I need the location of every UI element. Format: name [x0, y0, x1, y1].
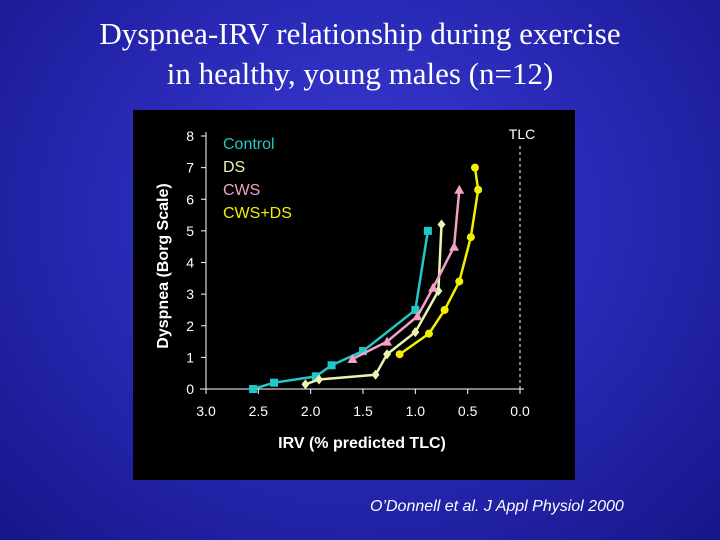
x-tick-label: 1.5	[353, 403, 373, 419]
x-tick-label: 1.0	[406, 403, 426, 419]
y-tick-label: 2	[186, 318, 194, 334]
data-point-control	[311, 372, 320, 381]
chart-panel	[133, 110, 575, 480]
data-point-ds	[301, 379, 310, 390]
data-point-cws-ds	[474, 185, 483, 194]
series-line-ds	[305, 224, 443, 386]
data-point-cws	[428, 282, 439, 292]
y-tick-label: 0	[186, 381, 194, 397]
x-tick-label: 0.5	[458, 403, 478, 419]
data-point-control	[249, 385, 258, 393]
data-point-cws	[382, 336, 393, 346]
x-tick-label: 2.0	[301, 403, 321, 419]
data-point-control	[359, 347, 367, 356]
legend-label-cws-ds: CWS+DS	[223, 205, 292, 222]
series-line-cws	[351, 189, 461, 361]
data-point-cws	[347, 353, 358, 363]
slide-title-line1: Dyspnea-IRV relationship during exercise	[99, 16, 621, 51]
legend-label-cws: CWS	[223, 182, 260, 199]
data-point-cws-ds	[455, 277, 464, 286]
y-tick-label: 7	[186, 160, 194, 176]
data-point-ds	[371, 369, 380, 380]
data-point-cws-ds	[424, 329, 433, 338]
series-line-control	[252, 230, 430, 391]
slide-title: Dyspnea-IRV relationship during exercise…	[0, 14, 720, 94]
data-point-ds	[411, 327, 420, 338]
citation: O’Donnell et al. J Appl Physiol 2000	[370, 498, 624, 515]
data-point-control	[411, 305, 420, 314]
data-point-control	[327, 361, 336, 370]
data-point-ds	[315, 374, 324, 385]
y-axis-label: Dyspnea (Borg Scale)	[155, 183, 172, 348]
data-point-cws	[412, 311, 423, 321]
y-tick-label: 1	[186, 349, 194, 365]
x-tick-label: 2.5	[249, 403, 269, 419]
y-tick-label: 8	[186, 128, 194, 144]
y-tick-label: 3	[186, 286, 194, 302]
y-tick-label: 4	[186, 255, 194, 271]
data-point-ds	[383, 349, 392, 360]
data-point-cws	[449, 241, 460, 251]
tlc-label: TLC	[509, 126, 535, 142]
data-point-cws-ds	[395, 350, 404, 359]
data-point-cws	[454, 184, 465, 194]
data-point-ds	[437, 219, 446, 230]
data-point-control	[423, 226, 432, 235]
x-axis-label: IRV (% predicted TLC)	[278, 435, 446, 452]
data-point-control	[270, 378, 279, 387]
x-tick-label: 3.0	[196, 403, 216, 419]
slide-title-line2: in healthy, young males (n=12)	[166, 56, 554, 91]
x-tick-label: 0.0	[510, 403, 530, 419]
data-point-cws-ds	[470, 163, 479, 172]
data-point-cws-ds	[440, 305, 449, 314]
data-point-cws-ds	[466, 233, 475, 242]
y-tick-label: 5	[186, 223, 194, 239]
data-point-ds	[434, 285, 443, 296]
legend-label-ds: DS	[223, 159, 245, 176]
legend-label-control: Control	[223, 136, 275, 153]
y-tick-label: 6	[186, 191, 194, 207]
